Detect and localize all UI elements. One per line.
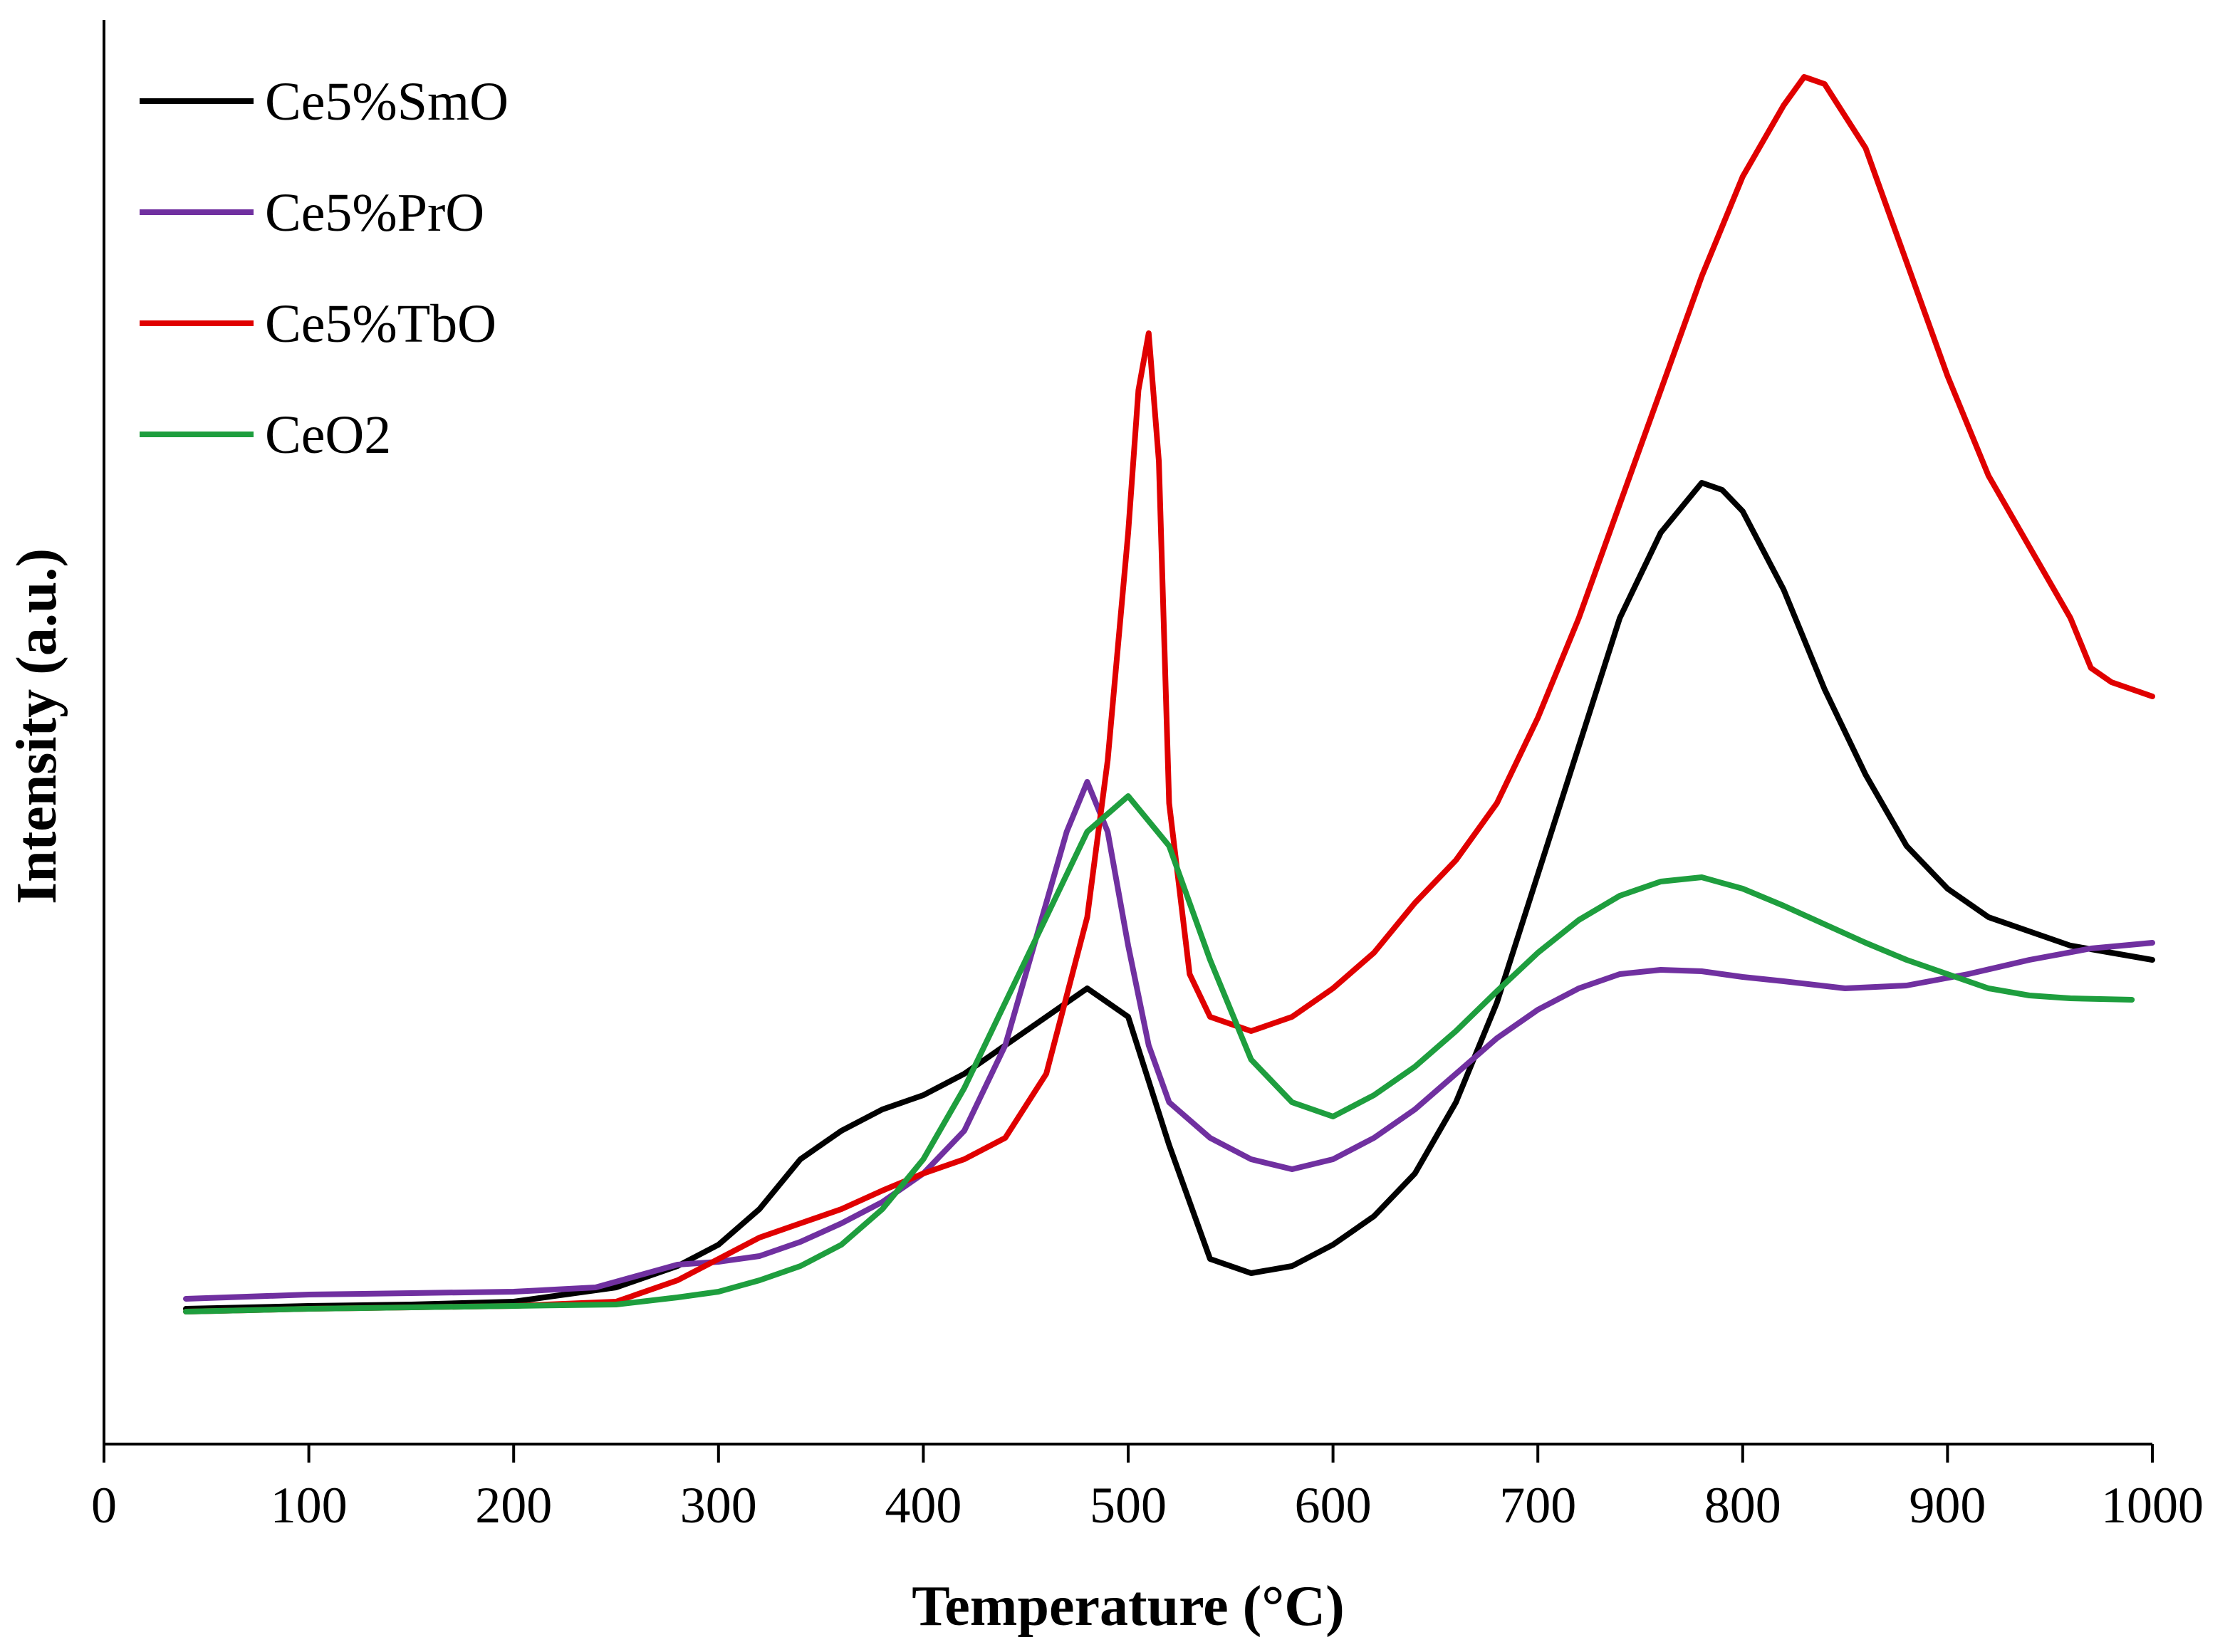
- x-tick-label: 1000: [2101, 1477, 2204, 1534]
- series-layer: [183, 74, 2155, 1314]
- legend-label: Ce5%SmO: [265, 72, 509, 132]
- x-axis-ticks: 0 100 200 300 400 500 600 700 800 900 1000: [91, 1444, 2204, 1534]
- legend-label: Ce5%PrO: [265, 183, 484, 243]
- legend: Ce5%SmO Ce5%PrO Ce5%TbO CeO2: [140, 72, 509, 465]
- series-line-ce5-smo: [183, 480, 2155, 1312]
- x-tick-label: 0: [91, 1477, 117, 1534]
- x-tick-label: 600: [1295, 1477, 1372, 1534]
- legend-label: CeO2: [265, 405, 391, 465]
- series-line-ce5-tbo: [183, 74, 2155, 1314]
- x-tick-label: 200: [475, 1477, 552, 1534]
- x-tick-label: 300: [680, 1477, 757, 1534]
- x-tick-label: 800: [1704, 1477, 1781, 1534]
- x-tick-label: 900: [1909, 1477, 1986, 1534]
- x-tick-label: 700: [1499, 1477, 1576, 1534]
- x-axis-title: Temperature (°C): [912, 1575, 1344, 1638]
- series-line-ceo2: [183, 793, 2135, 1314]
- x-tick-label: 400: [885, 1477, 962, 1534]
- x-tick-label: 500: [1090, 1477, 1167, 1534]
- x-tick-label: 100: [271, 1477, 348, 1534]
- y-axis-title: Intensity (a.u.): [6, 548, 68, 904]
- legend-label: Ce5%TbO: [265, 294, 496, 354]
